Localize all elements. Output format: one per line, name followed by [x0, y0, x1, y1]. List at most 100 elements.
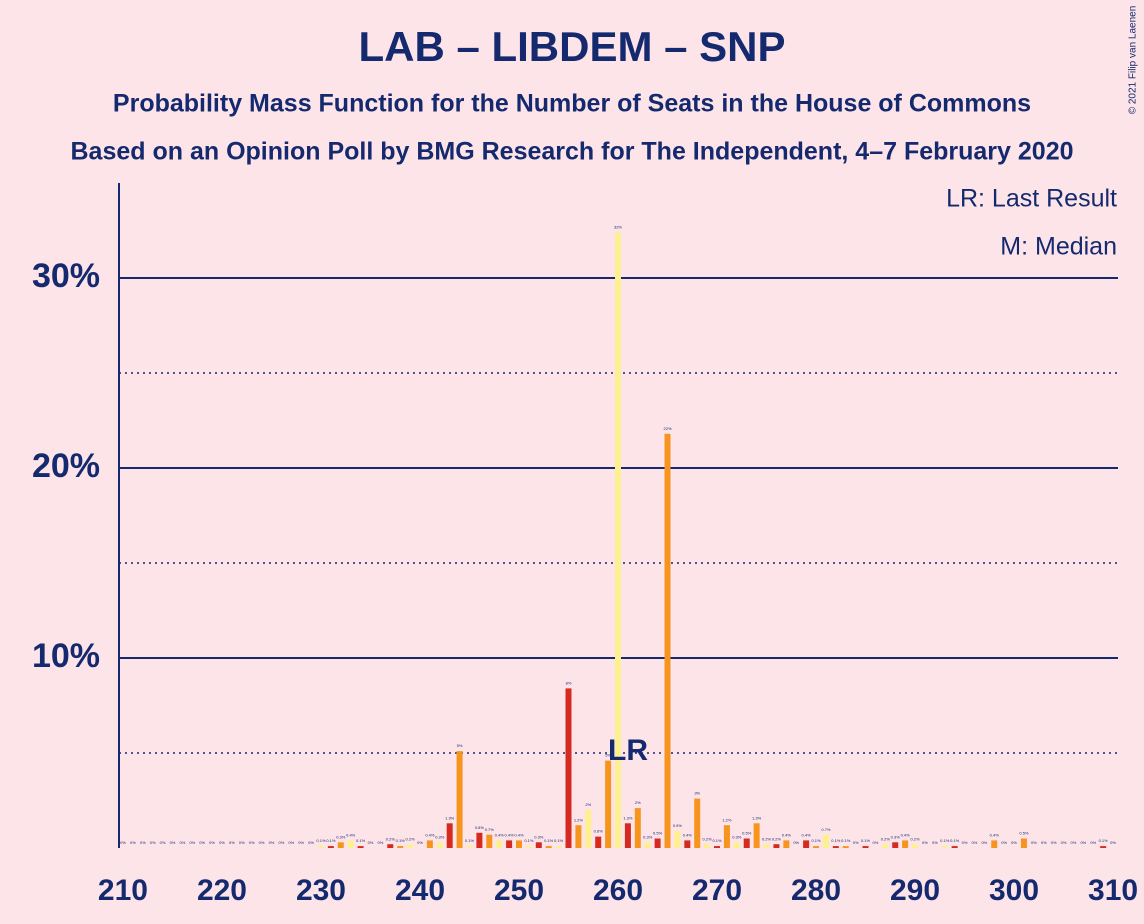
x-tick-label: 240: [395, 874, 445, 907]
bar: [555, 846, 562, 848]
value-label: 0%: [1041, 840, 1047, 845]
value-label: 0.4%: [425, 832, 435, 837]
legend-entry: M: Median: [1000, 233, 1117, 261]
value-label: 0.3%: [336, 834, 346, 839]
value-label: 0.1%: [841, 838, 851, 843]
value-label: 0%: [308, 840, 314, 845]
bar: [426, 840, 433, 848]
bar: [773, 844, 780, 848]
value-label: 0.4%: [683, 832, 693, 837]
bar: [466, 846, 473, 848]
value-label: 32%: [614, 224, 622, 229]
bar: [892, 842, 899, 848]
bar: [684, 840, 691, 848]
value-label: 0.4%: [505, 832, 515, 837]
bar: [595, 836, 602, 848]
value-label: 0%: [853, 840, 859, 845]
value-label: 0.1%: [316, 838, 326, 843]
value-label: 1.3%: [445, 815, 455, 820]
bar: [486, 834, 493, 848]
value-label: 0%: [981, 840, 987, 845]
value-label: 0.1%: [326, 838, 336, 843]
value-label: 0.1%: [465, 838, 475, 843]
copyright: © 2021 Filip van Laenen: [1128, 6, 1139, 115]
value-label: 0.1%: [831, 838, 841, 843]
value-label: 0.1%: [524, 838, 534, 843]
bar: [654, 838, 661, 848]
value-label: 2%: [635, 800, 641, 805]
x-tick-label: 300: [989, 874, 1039, 907]
value-label: 0%: [1051, 840, 1057, 845]
value-label: 0.4%: [495, 832, 505, 837]
bar: [357, 846, 364, 848]
bar: [317, 846, 324, 848]
legend-entry: LR: Last Result: [946, 185, 1117, 213]
value-label: 0.4%: [802, 832, 812, 837]
value-label: 0.3%: [435, 834, 445, 839]
bar: [1100, 846, 1107, 848]
value-label: 0%: [239, 840, 245, 845]
bar: [327, 846, 334, 848]
value-label: 0%: [1110, 840, 1116, 845]
bar: [842, 846, 849, 848]
bar: [347, 840, 354, 848]
value-label: 0.1%: [940, 838, 950, 843]
value-label: 0%: [269, 840, 275, 845]
bar: [803, 840, 810, 848]
value-label: 0%: [298, 840, 304, 845]
value-label: 0%: [288, 840, 294, 845]
value-label: 0%: [278, 840, 284, 845]
value-label: 0%: [259, 840, 265, 845]
value-label: 0.2%: [762, 836, 772, 841]
value-label: 0.4%: [782, 832, 792, 837]
bar: [813, 846, 820, 848]
value-label: 1.2%: [722, 817, 732, 822]
value-label: 0.4%: [346, 832, 356, 837]
value-label: 0.8%: [475, 825, 485, 830]
bar: [783, 840, 790, 848]
value-label: 0%: [170, 840, 176, 845]
value-label: 1.3%: [752, 815, 762, 820]
x-tick-label: 310: [1088, 874, 1138, 907]
bar: [387, 844, 394, 848]
value-label: 0%: [120, 840, 126, 845]
bar: [941, 846, 948, 848]
bar: [882, 844, 889, 848]
bar: [575, 825, 582, 848]
bar: [436, 842, 443, 848]
bar: [446, 823, 453, 848]
y-tick-label: 30%: [32, 257, 100, 295]
value-label: 0.5%: [1019, 831, 1029, 836]
value-label: 0.6%: [594, 829, 604, 834]
value-label: 0.2%: [772, 836, 782, 841]
value-label: 0.7%: [485, 827, 495, 832]
bar: [615, 232, 622, 848]
value-label: 0%: [150, 840, 156, 845]
value-label: 0.2%: [881, 836, 891, 841]
bar: [723, 825, 730, 848]
value-label: 0.2%: [703, 836, 713, 841]
value-label: 0%: [249, 840, 255, 845]
bar: [753, 823, 760, 848]
x-tick-label: 270: [692, 874, 742, 907]
x-tick-label: 210: [98, 874, 148, 907]
bar: [545, 846, 552, 848]
value-label: 0.3%: [534, 834, 544, 839]
bar: [704, 844, 711, 848]
x-tick-label: 230: [296, 874, 346, 907]
value-label: 0%: [377, 840, 383, 845]
value-label: 0%: [1031, 840, 1037, 845]
value-label: 0.1%: [544, 838, 554, 843]
value-label: 0.1%: [356, 838, 366, 843]
value-label: 0.1%: [554, 838, 564, 843]
value-label: 3%: [694, 791, 700, 796]
value-label: 0%: [1001, 840, 1007, 845]
value-label: 1.3%: [623, 815, 633, 820]
bar: [951, 846, 958, 848]
x-tick-label: 290: [890, 874, 940, 907]
bar: [624, 823, 631, 848]
bar: [496, 840, 503, 848]
value-label: 5%: [605, 753, 611, 758]
y-tick-label: 10%: [32, 637, 100, 675]
